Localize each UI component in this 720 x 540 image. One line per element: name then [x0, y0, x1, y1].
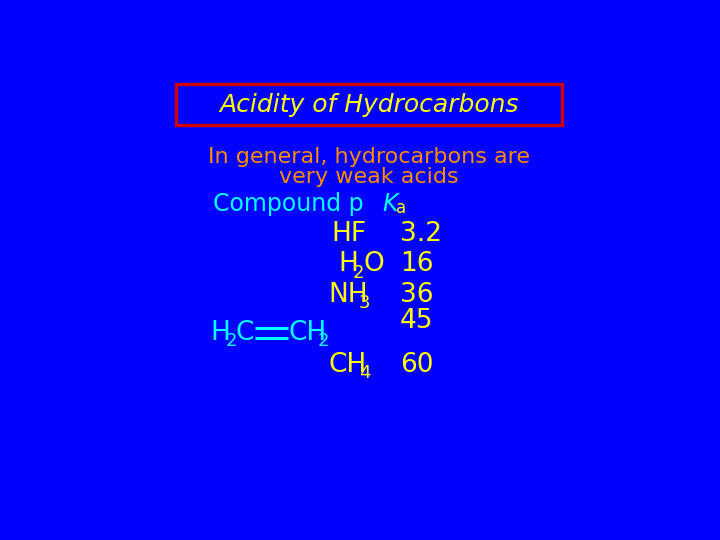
Text: H: H — [210, 320, 230, 346]
Text: 2: 2 — [225, 332, 237, 350]
Text: In general, hydrocarbons are: In general, hydrocarbons are — [208, 147, 530, 167]
Text: 36: 36 — [400, 282, 433, 308]
Text: CH: CH — [288, 320, 326, 346]
Text: 3: 3 — [359, 294, 371, 312]
Text: O: O — [364, 252, 384, 278]
Text: 4: 4 — [359, 364, 371, 382]
Text: a: a — [396, 199, 407, 217]
Text: 60: 60 — [400, 352, 433, 378]
FancyBboxPatch shape — [176, 84, 562, 125]
Text: 16: 16 — [400, 252, 433, 278]
Text: HF: HF — [331, 221, 366, 247]
Text: NH: NH — [328, 282, 368, 308]
Text: K: K — [382, 192, 398, 215]
Text: Acidity of Hydrocarbons: Acidity of Hydrocarbons — [220, 93, 518, 117]
Text: C: C — [235, 320, 253, 346]
Text: 2: 2 — [318, 332, 329, 350]
Text: CH: CH — [328, 352, 366, 378]
Text: very weak acids: very weak acids — [279, 167, 459, 187]
Text: 3.2: 3.2 — [400, 221, 441, 247]
Text: 45: 45 — [400, 308, 433, 334]
Text: 2: 2 — [352, 264, 364, 282]
Text: H: H — [338, 252, 358, 278]
Text: Compound p: Compound p — [213, 192, 364, 215]
